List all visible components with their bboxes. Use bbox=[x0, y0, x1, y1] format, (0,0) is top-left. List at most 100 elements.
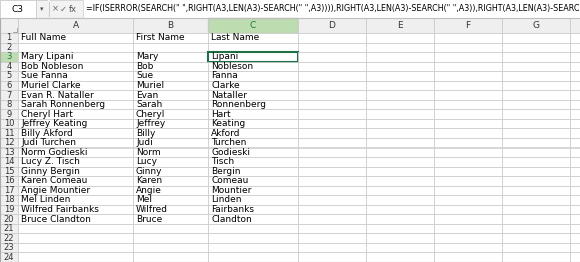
Bar bbox=[366, 214, 434, 224]
Bar bbox=[570, 128, 580, 138]
Text: Angie Mountier: Angie Mountier bbox=[21, 186, 90, 195]
Bar bbox=[502, 214, 570, 224]
Bar bbox=[434, 52, 502, 62]
Bar bbox=[0, 233, 18, 243]
Text: Billy: Billy bbox=[136, 129, 155, 138]
Bar bbox=[208, 253, 298, 262]
Text: Bob Nobleson: Bob Nobleson bbox=[21, 62, 84, 71]
Text: Karen Comeau: Karen Comeau bbox=[21, 176, 88, 185]
Bar bbox=[0, 0, 580, 18]
Text: Karen: Karen bbox=[136, 176, 162, 185]
Bar bbox=[570, 90, 580, 100]
Bar bbox=[133, 18, 208, 33]
Bar bbox=[502, 42, 570, 52]
Bar bbox=[434, 100, 502, 109]
Bar bbox=[570, 148, 580, 157]
Bar bbox=[502, 90, 570, 100]
Text: Akford: Akford bbox=[211, 129, 241, 138]
Bar bbox=[18, 100, 133, 109]
Bar bbox=[0, 81, 18, 90]
Bar bbox=[18, 176, 133, 186]
Bar bbox=[133, 42, 208, 52]
Bar bbox=[366, 243, 434, 253]
Bar bbox=[0, 195, 18, 205]
Bar bbox=[36, 0, 48, 18]
Bar bbox=[133, 109, 208, 119]
Text: 24: 24 bbox=[3, 253, 15, 262]
Bar bbox=[366, 71, 434, 81]
Bar bbox=[208, 128, 298, 138]
Bar bbox=[434, 42, 502, 52]
Bar bbox=[434, 176, 502, 186]
Bar bbox=[208, 33, 298, 42]
Bar bbox=[18, 186, 133, 195]
Bar bbox=[502, 186, 570, 195]
Bar bbox=[133, 233, 208, 243]
Text: Lucy: Lucy bbox=[136, 157, 157, 166]
Text: Ginny Bergin: Ginny Bergin bbox=[21, 167, 80, 176]
Bar bbox=[366, 195, 434, 205]
Text: 21: 21 bbox=[3, 224, 15, 233]
Bar bbox=[298, 18, 366, 33]
Bar bbox=[208, 224, 298, 233]
Bar bbox=[298, 186, 366, 195]
Text: 11: 11 bbox=[3, 129, 15, 138]
Bar bbox=[18, 42, 133, 52]
Text: 7: 7 bbox=[6, 90, 12, 100]
Bar bbox=[18, 128, 133, 138]
Bar bbox=[133, 100, 208, 109]
Bar bbox=[18, 90, 133, 100]
Bar bbox=[502, 205, 570, 214]
Text: Keating: Keating bbox=[211, 119, 245, 128]
Bar bbox=[208, 81, 298, 90]
Bar bbox=[298, 157, 366, 167]
Bar bbox=[18, 109, 133, 119]
Bar bbox=[434, 157, 502, 167]
Bar bbox=[0, 205, 18, 214]
Bar bbox=[0, 62, 18, 71]
Bar bbox=[208, 100, 298, 109]
Bar bbox=[502, 18, 570, 33]
Text: 6: 6 bbox=[6, 81, 12, 90]
Bar bbox=[298, 167, 366, 176]
Text: D: D bbox=[328, 21, 335, 30]
Bar bbox=[133, 81, 208, 90]
Bar bbox=[298, 71, 366, 81]
Bar bbox=[570, 33, 580, 42]
Bar bbox=[18, 253, 133, 262]
Bar bbox=[133, 176, 208, 186]
Bar bbox=[366, 167, 434, 176]
Text: Comeau: Comeau bbox=[211, 176, 248, 185]
Text: Mary Lipani: Mary Lipani bbox=[21, 52, 74, 61]
Text: Fanna: Fanna bbox=[211, 72, 238, 80]
Bar bbox=[133, 157, 208, 167]
Text: C3: C3 bbox=[12, 4, 24, 14]
Bar bbox=[502, 224, 570, 233]
Bar bbox=[570, 176, 580, 186]
Bar bbox=[434, 62, 502, 71]
Bar bbox=[502, 128, 570, 138]
Bar bbox=[133, 186, 208, 195]
Text: Jeffrey Keating: Jeffrey Keating bbox=[21, 119, 88, 128]
Bar bbox=[208, 157, 298, 167]
Bar bbox=[570, 205, 580, 214]
Bar bbox=[366, 33, 434, 42]
Bar bbox=[366, 148, 434, 157]
Text: Bruce Clandton: Bruce Clandton bbox=[21, 215, 91, 223]
Bar bbox=[0, 119, 18, 128]
Bar bbox=[434, 119, 502, 128]
Text: Linden: Linden bbox=[211, 195, 241, 204]
Bar bbox=[18, 62, 133, 71]
Bar bbox=[18, 138, 133, 148]
Text: Norm: Norm bbox=[136, 148, 161, 157]
Bar bbox=[133, 119, 208, 128]
Text: Norm Godieski: Norm Godieski bbox=[21, 148, 88, 157]
Bar bbox=[570, 253, 580, 262]
Text: Sue: Sue bbox=[136, 72, 153, 80]
Bar bbox=[133, 90, 208, 100]
Text: 13: 13 bbox=[3, 148, 15, 157]
Bar bbox=[0, 100, 18, 109]
Bar bbox=[570, 243, 580, 253]
Bar bbox=[366, 62, 434, 71]
Bar bbox=[502, 62, 570, 71]
